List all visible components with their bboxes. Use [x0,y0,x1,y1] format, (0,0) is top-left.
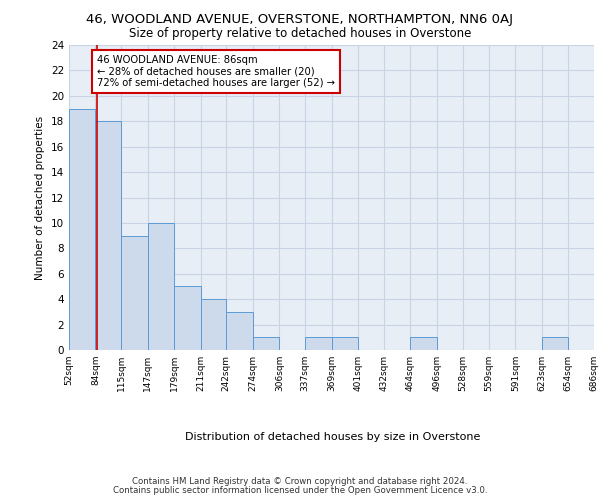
Bar [69,108,95,350]
Text: Distribution of detached houses by size in Overstone: Distribution of detached houses by size … [185,432,481,442]
Bar [226,312,253,350]
Text: Contains HM Land Registry data © Crown copyright and database right 2024.: Contains HM Land Registry data © Crown c… [132,477,468,486]
Y-axis label: Number of detached properties: Number of detached properties [35,116,46,280]
Bar [121,236,148,350]
Text: 46 WOODLAND AVENUE: 86sqm
← 28% of detached houses are smaller (20)
72% of semi-: 46 WOODLAND AVENUE: 86sqm ← 28% of detac… [97,55,335,88]
Bar [200,299,226,350]
Bar [95,122,121,350]
Bar [305,338,331,350]
Bar [410,338,437,350]
Text: Contains public sector information licensed under the Open Government Licence v3: Contains public sector information licen… [113,486,487,495]
Bar [174,286,200,350]
Bar [331,338,358,350]
Bar [253,338,280,350]
Bar [542,338,568,350]
Text: 46, WOODLAND AVENUE, OVERSTONE, NORTHAMPTON, NN6 0AJ: 46, WOODLAND AVENUE, OVERSTONE, NORTHAMP… [86,12,514,26]
Text: Size of property relative to detached houses in Overstone: Size of property relative to detached ho… [129,28,471,40]
Bar [148,223,174,350]
